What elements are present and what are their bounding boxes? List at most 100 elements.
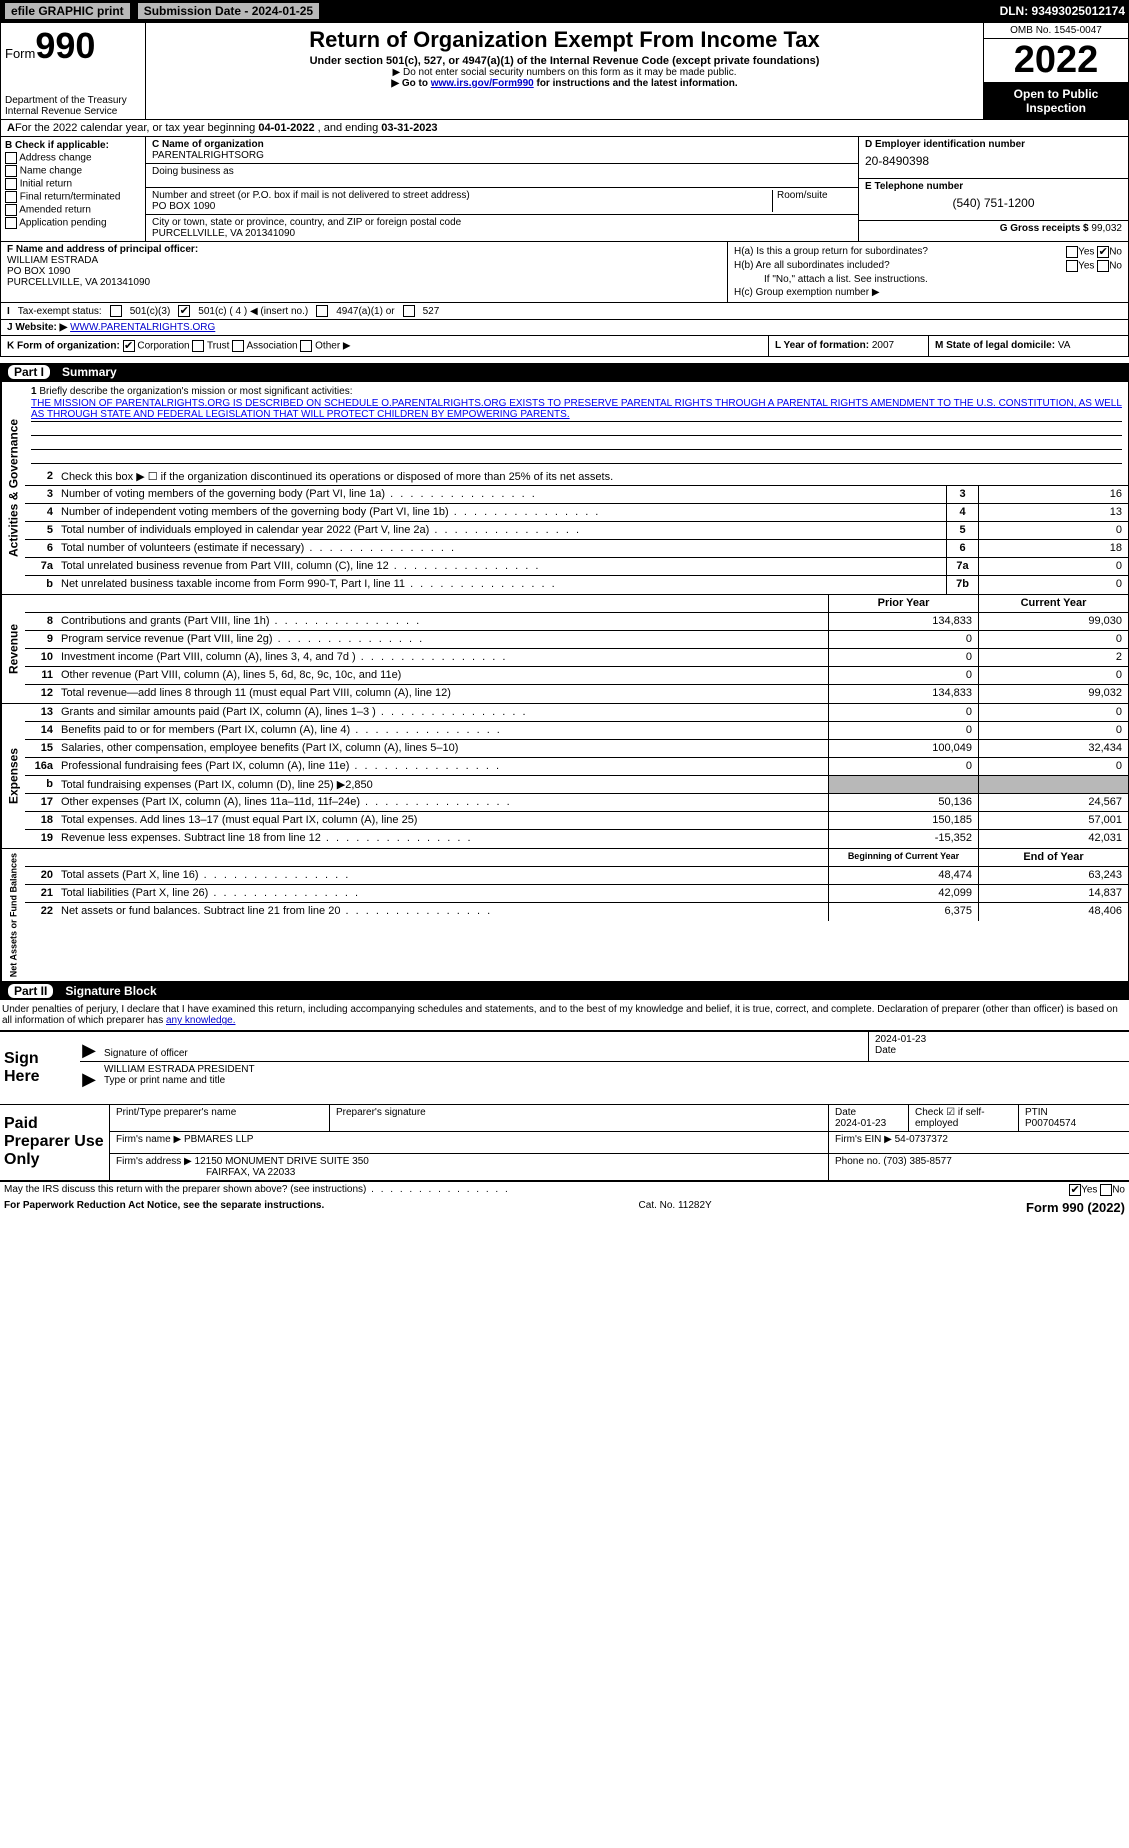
val-6: 18 bbox=[978, 540, 1128, 557]
firm-addr-lbl: Firm's address ▶ bbox=[116, 1156, 192, 1167]
sign-here-block: Sign Here ▶ Signature of officer 2024-01… bbox=[0, 1030, 1129, 1105]
revenue-section: Revenue Prior YearCurrent Year 8Contribu… bbox=[0, 595, 1129, 704]
pt-name-lbl: Print/Type preparer's name bbox=[116, 1107, 323, 1118]
firm-ein-lbl: Firm's EIN ▶ bbox=[835, 1134, 892, 1145]
form-number: Form990 bbox=[5, 25, 141, 67]
self-emp-lbl: Check ☑ if self-employed bbox=[915, 1107, 1012, 1129]
header-left: Form990 Department of the Treasury Inter… bbox=[1, 23, 146, 119]
c16a: 0 bbox=[978, 758, 1128, 775]
mission-text[interactable]: THE MISSION OF PARENTALRIGHTS.ORG IS DES… bbox=[31, 398, 1122, 420]
part1-header: Part I Summary bbox=[0, 363, 1129, 381]
p10: 0 bbox=[828, 649, 978, 666]
line-9: Program service revenue (Part VIII, line… bbox=[57, 631, 828, 648]
firm-lbl: Firm's name ▶ bbox=[116, 1134, 181, 1145]
paid-preparer-block: Paid Preparer Use Only Print/Type prepar… bbox=[0, 1105, 1129, 1182]
gross-lbl: G Gross receipts $ bbox=[1000, 223, 1089, 234]
p18: 150,185 bbox=[828, 812, 978, 829]
city-lbl: City or town, state or province, country… bbox=[152, 217, 852, 228]
goto-post: for instructions and the latest informat… bbox=[534, 78, 738, 89]
line-6: Total number of volunteers (estimate if … bbox=[57, 540, 946, 557]
val-7a: 0 bbox=[978, 558, 1128, 575]
org-name: PARENTALRIGHTSORG bbox=[152, 150, 852, 161]
p11: 0 bbox=[828, 667, 978, 684]
p20: 48,474 bbox=[828, 867, 978, 884]
opt-name-change: Name change bbox=[5, 165, 141, 177]
p12: 134,833 bbox=[828, 685, 978, 703]
p17: 50,136 bbox=[828, 794, 978, 811]
box-h: H(a) Is this a group return for subordin… bbox=[728, 242, 1128, 302]
pdate-lbl: Date bbox=[835, 1107, 902, 1118]
opt-final-return: Final return/terminated bbox=[5, 191, 141, 203]
line-21: Total liabilities (Part X, line 26) bbox=[57, 885, 828, 902]
assoc: Association bbox=[246, 341, 297, 352]
val-4: 13 bbox=[978, 504, 1128, 521]
discuss-no: No bbox=[1112, 1185, 1125, 1196]
submission-date: Submission Date - 2024-01-25 bbox=[137, 2, 320, 20]
sign-here-lbl: Sign Here bbox=[0, 1032, 80, 1104]
val-5: 0 bbox=[978, 522, 1128, 539]
p21: 42,099 bbox=[828, 885, 978, 902]
row-a-mid: , and ending bbox=[315, 122, 382, 134]
c15: 32,434 bbox=[978, 740, 1128, 757]
527: 527 bbox=[423, 306, 440, 317]
line-15: Salaries, other compensation, employee b… bbox=[57, 740, 828, 757]
expenses-section: Expenses 13Grants and similar amounts pa… bbox=[0, 704, 1129, 849]
c20: 63,243 bbox=[978, 867, 1128, 884]
grid-bcdefg: B Check if applicable: Address change Na… bbox=[0, 137, 1129, 242]
box-b: B Check if applicable: Address change Na… bbox=[1, 137, 146, 241]
box-b-hdr: B Check if applicable: bbox=[5, 140, 109, 151]
line-22: Net assets or fund balances. Subtract li… bbox=[57, 903, 828, 921]
4947a1: 4947(a)(1) or bbox=[336, 306, 394, 317]
p8: 134,833 bbox=[828, 613, 978, 630]
form-footer: Form 990 (2022) bbox=[1026, 1200, 1125, 1215]
room-suite-lbl: Room/suite bbox=[772, 190, 852, 212]
c19: 42,031 bbox=[978, 830, 1128, 848]
tel: (540) 751-1200 bbox=[865, 196, 1122, 210]
c17: 24,567 bbox=[978, 794, 1128, 811]
printed-name-lbl: Type or print name and title bbox=[104, 1075, 1123, 1086]
ag-side-label: Activities & Governance bbox=[1, 382, 25, 594]
firm-ein: 54-0737372 bbox=[895, 1134, 948, 1145]
firm-name: PBMARES LLP bbox=[184, 1134, 253, 1145]
activities-governance-section: Activities & Governance 1 Briefly descri… bbox=[0, 381, 1129, 595]
officer-lbl: F Name and address of principal officer: bbox=[7, 244, 198, 255]
officer-addr1: PO BOX 1090 bbox=[7, 266, 721, 277]
year-formation-lbl: L Year of formation: bbox=[775, 340, 869, 351]
row-j: J Website: ▶ WWW.PARENTALRIGHTS.ORG bbox=[0, 320, 1129, 336]
grid-fh: F Name and address of principal officer:… bbox=[0, 242, 1129, 303]
part2-header: Part II Signature Block bbox=[0, 982, 1129, 1000]
header-center: Return of Organization Exempt From Incom… bbox=[146, 23, 983, 119]
year-formation: 2007 bbox=[872, 340, 894, 351]
line-5: Total number of individuals employed in … bbox=[57, 522, 946, 539]
line-2: Check this box ▶ ☐ if the organization d… bbox=[57, 468, 1128, 485]
ssn-notice: ▶ Do not enter social security numbers o… bbox=[152, 67, 977, 78]
part2-badge: Part II bbox=[8, 984, 53, 998]
p19: -15,352 bbox=[828, 830, 978, 848]
opt-app-pending: Application pending bbox=[5, 217, 141, 229]
website-link[interactable]: WWW.PARENTALRIGHTS.ORG bbox=[70, 322, 215, 333]
line-11: Other revenue (Part VIII, column (A), li… bbox=[57, 667, 828, 684]
psig-lbl: Preparer's signature bbox=[336, 1107, 822, 1118]
line-14: Benefits paid to or for members (Part IX… bbox=[57, 722, 828, 739]
arrow-icon: ▶ bbox=[80, 1062, 98, 1090]
prior-year-hdr: Prior Year bbox=[828, 595, 978, 612]
end-year-hdr: End of Year bbox=[978, 849, 1128, 866]
form-title: Return of Organization Exempt From Incom… bbox=[152, 27, 977, 53]
arrow-icon: ▶ bbox=[80, 1032, 98, 1061]
corp: Corporation bbox=[137, 341, 189, 352]
officer-name: WILLIAM ESTRADA bbox=[7, 255, 721, 266]
501c: 501(c) ( 4 ) ◀ (insert no.) bbox=[198, 306, 308, 317]
line-16b: Total fundraising expenses (Part IX, col… bbox=[57, 776, 828, 793]
irs-link[interactable]: www.irs.gov/Form990 bbox=[431, 78, 534, 89]
street-lbl: Number and street (or P.O. box if mail i… bbox=[152, 190, 470, 201]
irs-discuss-row: May the IRS discuss this return with the… bbox=[0, 1182, 1129, 1198]
tax-year: 2022 bbox=[984, 39, 1128, 83]
sig-intro-link[interactable]: any knowledge. bbox=[166, 1015, 236, 1026]
na-side-label: Net Assets or Fund Balances bbox=[1, 849, 25, 981]
opt-address-change: Address change bbox=[5, 152, 141, 164]
p15: 100,049 bbox=[828, 740, 978, 757]
irs-discuss-q: May the IRS discuss this return with the… bbox=[4, 1184, 510, 1196]
line-19: Revenue less expenses. Subtract line 18 … bbox=[57, 830, 828, 848]
paid-preparer-lbl: Paid Preparer Use Only bbox=[0, 1105, 110, 1180]
box-f: F Name and address of principal officer:… bbox=[1, 242, 728, 302]
